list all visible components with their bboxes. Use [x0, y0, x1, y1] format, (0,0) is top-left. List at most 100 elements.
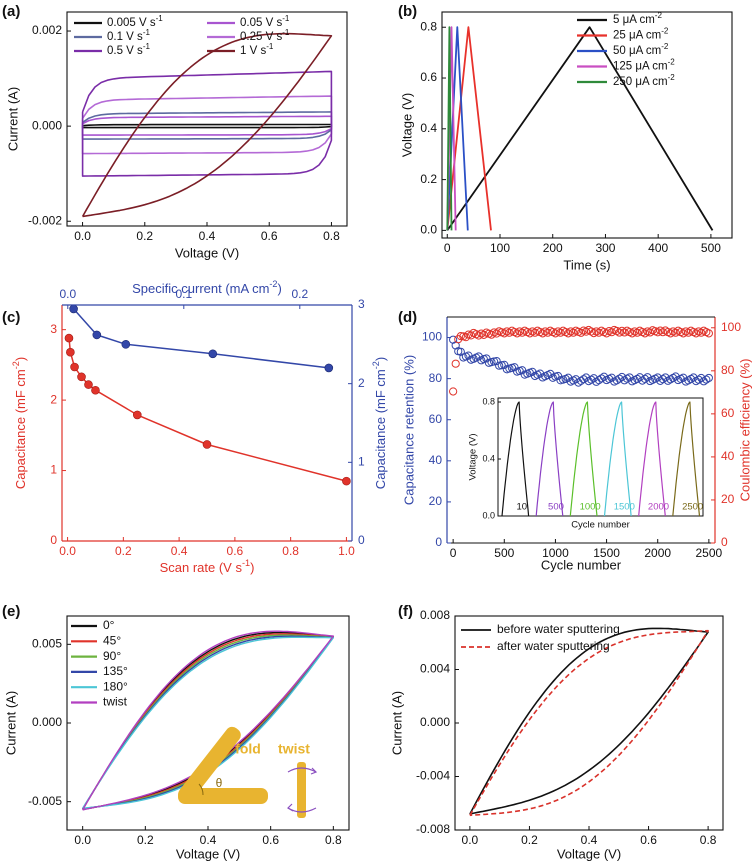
y-axis-label: Current (A): [5, 87, 20, 151]
inset-cycle-label: 10: [517, 502, 528, 513]
legend-label-sup: -2: [668, 57, 676, 66]
cv-loop-1-V-s-1: [81, 32, 333, 218]
legend-label-base: 1 V s: [240, 45, 266, 57]
legend-label: 0.005 V s-1: [107, 14, 163, 29]
x-tick-label: 100: [490, 241, 510, 255]
efficiency-point: [656, 326, 665, 335]
cv-loop-180°: [82, 636, 334, 809]
efficiency-point: [587, 327, 596, 336]
x-tick-label: 1000: [542, 546, 569, 560]
top-x-axis-label-sup: -2: [269, 279, 277, 289]
efficiency-point: [456, 332, 465, 341]
y-tick-label: 0.000: [420, 715, 450, 729]
legend-label-base: 0.25 V s: [240, 31, 282, 43]
legend-label-base: 0.005 V s: [107, 17, 156, 29]
y-tick-label: 0: [435, 535, 442, 549]
gcd-curve-5-μA-cm-2: [446, 26, 714, 231]
y-tick-label: 0.008: [420, 608, 450, 622]
right-y-tick-label: 80: [721, 363, 735, 377]
legend-label-base: 50 μA cm: [613, 45, 661, 57]
x-tick-label: 1.0: [338, 544, 355, 558]
legend-label-base: 5 μA cm: [613, 14, 655, 26]
x-tick-label: 0.2: [115, 544, 132, 558]
x-tick-label: 0.8: [323, 229, 340, 243]
efficiency-point: [679, 329, 688, 338]
legend-label: twist: [103, 695, 128, 709]
inset-cycle-curve: [603, 401, 632, 517]
efficiency-point: [617, 326, 627, 335]
x-tick-label: 0.0: [74, 833, 91, 847]
efficiency-point: [582, 327, 591, 336]
x-tick-label: 0.4: [171, 544, 188, 558]
retention-point: [640, 374, 650, 383]
legend-label-sup: -1: [282, 14, 290, 23]
x-tick-label: 500: [701, 241, 721, 255]
capacitance-point: [84, 380, 93, 389]
y-tick-label: 1: [50, 463, 57, 477]
y-tick-label: 80: [429, 371, 443, 385]
x-tick-label: 0.0: [462, 833, 479, 847]
inset-cycle-label: 1000: [580, 502, 601, 513]
right-y-tick-label: 2: [358, 376, 365, 390]
fold-angle-arc: [198, 783, 204, 796]
legend-label: 0.5 V s-1: [107, 42, 150, 57]
x-tick-label: 0.6: [261, 229, 278, 243]
panel-d: (d)0 500 1000 1500 2000 250002040608010002040…: [398, 309, 752, 572]
y-tick-label: 0.2: [420, 172, 437, 186]
y-tick-label: 60: [429, 412, 443, 426]
inset-y-tick-label: 0.4: [482, 453, 495, 463]
efficiency-point: [594, 328, 604, 337]
y-tick-label: 0.005: [32, 636, 62, 650]
legend-label: 5 μA cm-2: [613, 11, 662, 26]
efficiency-point: [640, 329, 650, 338]
x-axis-label: Cycle number: [541, 557, 622, 572]
legend-label: 1 V s-1: [240, 42, 274, 57]
y-tick-label: 0.002: [32, 23, 62, 37]
x-tick-label: 2000: [644, 546, 671, 560]
panel-label: (d): [398, 309, 417, 326]
capacitance-vs-current-line: [73, 308, 329, 369]
legend-label: 50 μA cm-2: [613, 42, 669, 57]
inset-cycle-curve: [501, 401, 530, 517]
panel-a: (a) 0.0 0.2 0.4 0.6 0.8 -0.002 0.000 0.002 Voltag…: [2, 3, 348, 260]
y-axis-label-sup: -2: [11, 361, 21, 369]
legend-label: 180°: [103, 679, 128, 693]
y-axis-label: Current (A): [389, 691, 404, 755]
capacitance-point: [91, 385, 100, 395]
retention-point: [597, 374, 606, 383]
efficiency-point: [666, 329, 675, 338]
legend-label: 25 μA cm-2: [613, 26, 669, 41]
fold-device-arm: [178, 726, 241, 803]
efficiency-point: [628, 329, 637, 338]
legend-label-base: 125 μA cm: [613, 61, 668, 73]
x-axis-label-tail: ): [250, 560, 254, 575]
efficiency-point: [449, 387, 458, 396]
inset-y-tick-label: 0.0: [482, 510, 495, 520]
inset-cycle-curve: [535, 401, 564, 517]
efficiency-point: [500, 329, 509, 338]
efficiency-point: [505, 328, 514, 337]
legend-label-base: 0.1 V s: [107, 31, 143, 43]
legend-label-sup: -1: [143, 28, 151, 37]
right-y-axis-label-sup: -2: [371, 361, 381, 369]
inset-cycle-label: 2000: [648, 502, 669, 513]
legend-label-sup: -2: [661, 26, 669, 35]
theta-label: θ: [216, 776, 223, 790]
legend-label-sup: -2: [661, 42, 669, 51]
twist-arrowhead-top: [310, 767, 318, 775]
retention-point: [704, 373, 713, 383]
x-tick-label: 0.6: [640, 833, 657, 847]
legend-label: 0.25 V s-1: [240, 28, 290, 43]
right-y-tick-label: 0: [358, 533, 365, 547]
y-tick-label: 0.8: [420, 19, 437, 33]
inset-cycle-curve: [672, 401, 701, 517]
top-x-tick-label: 0.0: [59, 287, 76, 301]
x-axis-label: Voltage (V): [176, 846, 240, 861]
capacitance-point: [66, 347, 75, 357]
legend-label: 0.1 V s-1: [107, 28, 150, 43]
plot-b-frame: [441, 11, 733, 239]
inset-cycle-curve: [638, 401, 666, 517]
fold-device-base: [178, 788, 268, 804]
inset-x-axis-label: Cycle number: [571, 520, 630, 531]
cv-loop-0.005-V-s-1: [81, 123, 333, 129]
